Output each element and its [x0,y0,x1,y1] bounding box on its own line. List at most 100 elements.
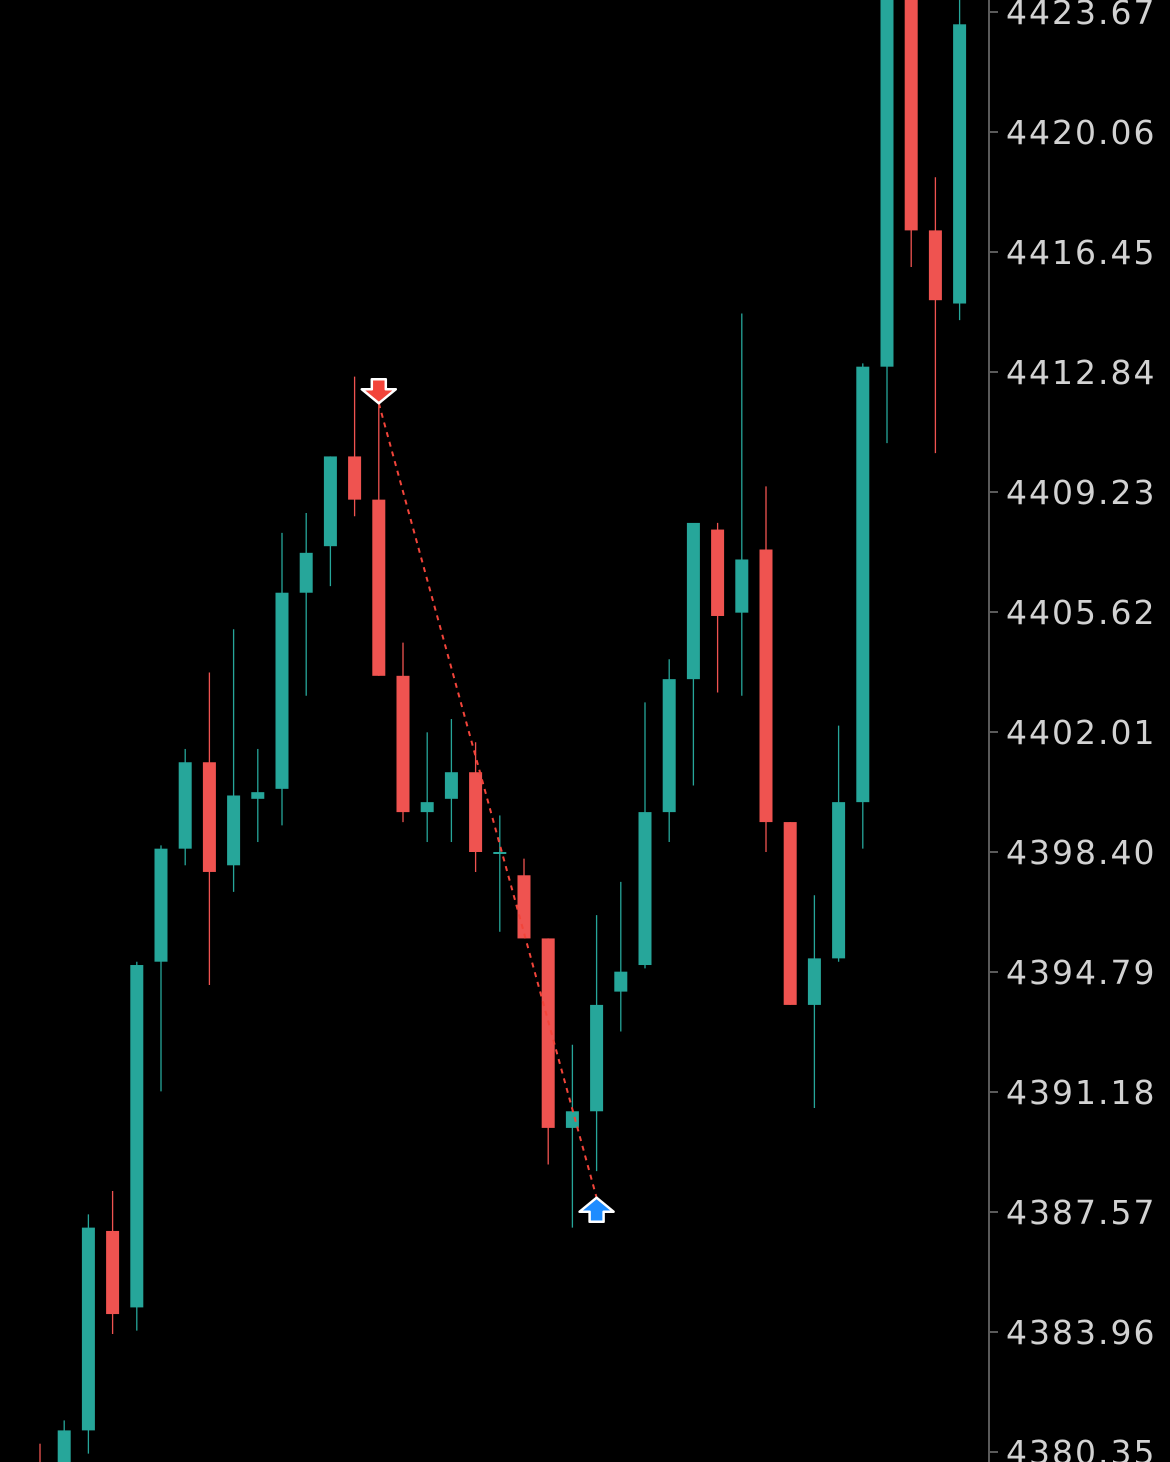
candle[interactable] [807,895,821,1108]
candle-body [711,529,725,616]
candle-body [590,1004,604,1112]
candle-body [832,802,846,959]
candle[interactable] [57,1420,71,1462]
candle-body [106,1230,120,1315]
price-label: 4394.79 [1006,953,1156,992]
candle-body [275,592,289,789]
price-label: 4405.62 [1006,593,1156,632]
candle[interactable] [590,915,604,1172]
price-label: 4412.84 [1006,353,1156,392]
candle[interactable] [227,629,241,892]
price-label: 4409.23 [1006,473,1156,512]
candle[interactable] [493,815,507,932]
candle[interactable] [81,1214,95,1454]
candle[interactable] [154,845,168,1092]
candle-body [154,848,168,962]
candle[interactable] [783,822,797,1005]
candle[interactable] [372,393,386,676]
candle-body [251,792,265,799]
candle-body [130,965,144,1308]
candle-body [686,522,700,680]
candle-body [178,762,192,849]
candle[interactable] [396,642,410,823]
candle-body [227,795,241,866]
candle-body [614,971,628,992]
candle-body [856,366,870,803]
candle[interactable] [469,742,483,872]
candle[interactable] [178,748,192,866]
candle-body [807,958,821,1005]
price-axis-ticks [989,11,998,1453]
candle[interactable] [638,702,652,969]
candle-body [735,559,749,613]
candle-body [759,549,773,823]
candle[interactable] [541,938,555,1165]
price-label: 4391.18 [1006,1073,1156,1112]
candle[interactable] [202,672,216,985]
candle[interactable] [614,881,628,1032]
candle-body [953,24,967,304]
candle[interactable] [275,532,289,826]
price-label: 4383.96 [1006,1313,1156,1352]
candle-body [541,938,555,1128]
price-label: 4398.40 [1006,833,1156,872]
candle[interactable] [904,0,918,267]
candle[interactable] [735,313,749,696]
price-label: 4380.35 [1006,1433,1156,1462]
price-label: 4420.06 [1006,113,1156,152]
candle[interactable] [880,0,894,444]
price-label: 4416.45 [1006,233,1156,272]
candle-body [396,675,410,813]
candle-body [517,875,531,939]
candle[interactable] [856,363,870,849]
candle[interactable] [711,522,725,693]
candle-body [783,822,797,1005]
candle-body [880,0,894,367]
candle[interactable] [832,725,846,962]
candle[interactable] [323,456,337,587]
candle-body [904,0,918,231]
price-axis[interactable]: 4423.67 4420.06 4416.45 4412.84 4409.23 … [988,0,1156,1462]
candle[interactable] [565,1044,579,1228]
candle[interactable] [662,659,676,843]
candle[interactable] [686,522,700,786]
price-label: 4387.57 [1006,1193,1156,1232]
candle-body [420,802,434,813]
candle-body [299,552,313,593]
candle[interactable] [130,961,144,1331]
candle-body [469,772,483,852]
candle[interactable] [928,177,942,454]
candle[interactable] [251,748,265,843]
buy-arrow-icon[interactable] [578,1196,615,1223]
candle[interactable] [106,1191,120,1334]
candle-body [372,499,386,676]
candle-body [444,772,458,799]
candle[interactable] [444,719,458,843]
trades-layer [360,377,615,1223]
trade-connector-line [377,402,598,1198]
price-label: 4423.67 [1006,0,1156,32]
candle[interactable] [299,512,313,696]
sell-arrow-icon[interactable] [360,377,398,405]
candle-body [323,456,337,547]
candle[interactable] [517,858,531,939]
candle-body [202,762,216,872]
candle[interactable] [420,732,434,843]
candle-body [565,1111,579,1128]
candle[interactable] [759,486,773,852]
candles-layer [34,0,967,1462]
candle[interactable] [34,1443,47,1462]
candle-body [81,1227,95,1431]
candle-body [57,1430,71,1462]
candle[interactable] [348,376,362,517]
candle-body [348,456,362,500]
price-label: 4402.01 [1006,713,1156,752]
candle[interactable] [953,0,967,321]
candle-body [928,230,942,301]
candle-body [638,812,652,966]
candle-body [493,852,507,854]
candle-body [662,679,676,813]
price-axis-labels: 4423.67 4420.06 4416.45 4412.84 4409.23 … [1006,0,1156,1462]
